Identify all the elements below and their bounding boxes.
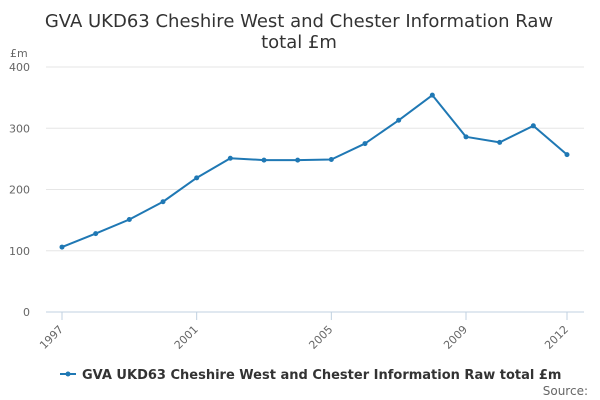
data-point[interactable]: [362, 141, 368, 147]
x-tick-label: 2009: [441, 323, 470, 352]
data-point[interactable]: [261, 157, 267, 163]
data-point[interactable]: [463, 134, 469, 140]
x-tick-label: 2012: [542, 323, 571, 352]
data-point[interactable]: [160, 199, 166, 205]
chart-title-line-1: GVA UKD63 Cheshire West and Chester Info…: [45, 11, 553, 32]
data-point[interactable]: [59, 244, 65, 250]
data-point[interactable]: [429, 92, 435, 98]
data-point[interactable]: [530, 123, 536, 129]
gridlines: [46, 66, 584, 252]
y-tick-label: 100: [9, 245, 30, 258]
series-layer: [59, 92, 570, 250]
data-point[interactable]: [126, 217, 132, 223]
x-axis-ticks: 1997 2001 2005 2009 2012: [37, 312, 571, 352]
data-point[interactable]: [396, 117, 402, 123]
data-point[interactable]: [295, 157, 301, 163]
x-tick-label: 1997: [37, 323, 66, 352]
source-label: Source:: [543, 384, 588, 398]
data-point[interactable]: [194, 175, 200, 181]
y-tick-label: 300: [9, 122, 30, 135]
data-point[interactable]: [227, 155, 233, 161]
chart-title-line-2: total £m: [261, 32, 337, 53]
y-axis-unit-label: £m: [10, 47, 28, 60]
legend-label: GVA UKD63 Cheshire West and Chester Info…: [82, 368, 561, 383]
y-axis-ticks: 0 100 200 300 400: [9, 61, 30, 319]
y-tick-label: 400: [9, 61, 30, 74]
series-line: [61, 94, 568, 249]
data-point[interactable]: [564, 152, 570, 158]
data-point[interactable]: [497, 139, 503, 145]
data-point[interactable]: [328, 156, 334, 162]
x-tick-label: 2001: [172, 323, 201, 352]
legend[interactable]: GVA UKD63 Cheshire West and Chester Info…: [60, 368, 561, 383]
data-point[interactable]: [93, 231, 99, 237]
y-tick-label: 0: [23, 306, 30, 319]
y-tick-label: 200: [9, 184, 30, 197]
x-tick-label: 2005: [306, 323, 335, 352]
legend-marker-icon: [65, 371, 71, 377]
